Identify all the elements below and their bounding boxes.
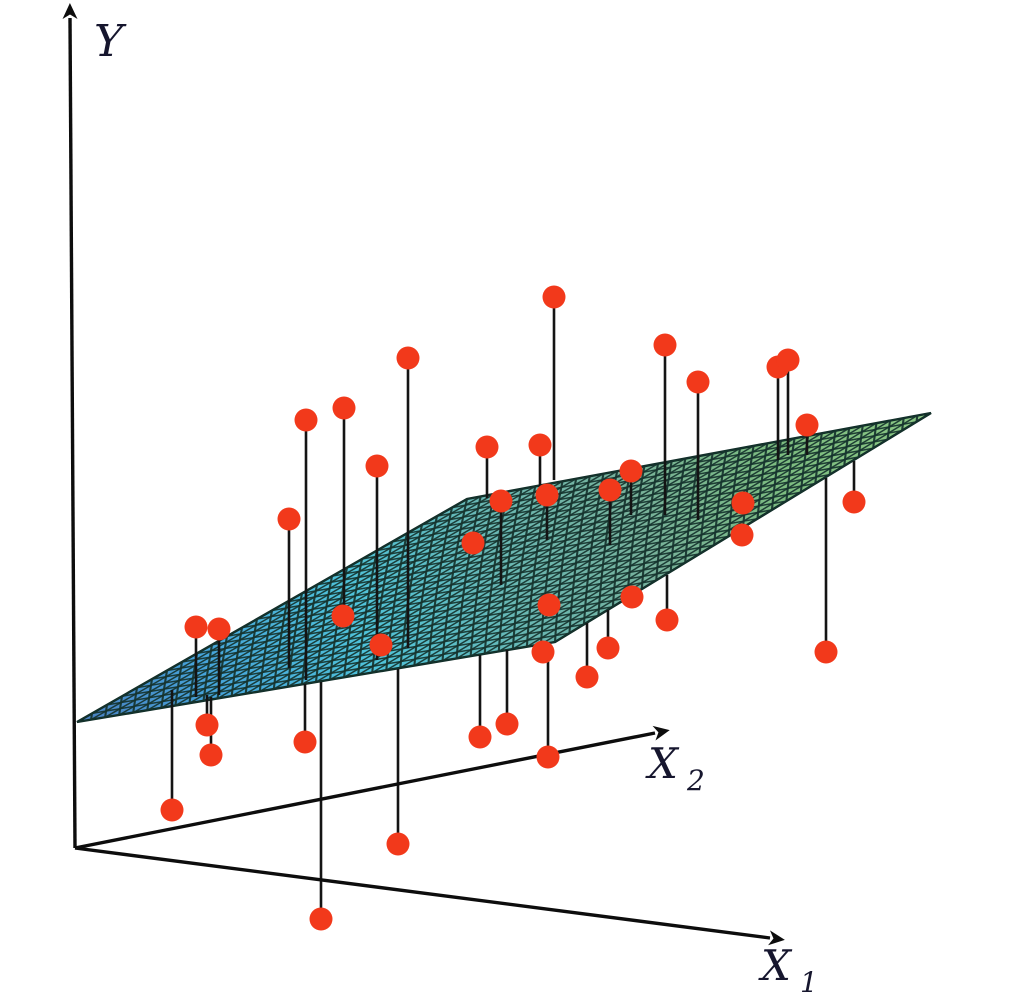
x1-axis-subscript: 1 bbox=[800, 966, 818, 998]
x1-axis bbox=[74, 846, 785, 946]
data-point bbox=[686, 370, 710, 394]
data-point bbox=[207, 617, 231, 641]
data-point bbox=[489, 489, 513, 513]
data-point bbox=[495, 712, 519, 736]
data-point bbox=[795, 413, 819, 437]
y-axis-label: Y bbox=[94, 16, 127, 67]
data-point bbox=[331, 604, 355, 628]
data-point bbox=[620, 585, 644, 609]
data-point bbox=[536, 745, 560, 769]
data-point bbox=[542, 285, 566, 309]
data-point bbox=[475, 435, 499, 459]
data-point bbox=[293, 730, 317, 754]
x2-axis-subscript: 2 bbox=[686, 764, 705, 797]
x1-axis-label: X bbox=[758, 941, 793, 990]
data-point bbox=[461, 531, 485, 555]
data-points bbox=[160, 285, 866, 931]
y-axis bbox=[62, 3, 78, 849]
data-point bbox=[396, 346, 420, 370]
axis-labels: Y X 2 X 1 bbox=[94, 16, 818, 998]
data-point bbox=[776, 348, 800, 372]
data-point bbox=[199, 743, 223, 767]
data-point bbox=[184, 615, 208, 639]
data-point bbox=[531, 640, 555, 664]
data-point bbox=[596, 636, 620, 660]
data-point bbox=[842, 490, 866, 514]
data-point bbox=[369, 633, 393, 657]
data-point bbox=[309, 907, 333, 931]
data-point bbox=[598, 478, 622, 502]
data-point bbox=[535, 483, 559, 507]
data-point bbox=[653, 333, 677, 357]
data-point bbox=[277, 507, 301, 531]
data-point bbox=[814, 640, 838, 664]
data-point bbox=[386, 832, 410, 856]
data-point bbox=[575, 665, 599, 689]
data-point bbox=[332, 396, 356, 420]
x2-axis-label: X bbox=[645, 739, 680, 788]
data-point bbox=[468, 725, 492, 749]
data-point bbox=[294, 408, 318, 432]
x2-axis bbox=[74, 725, 670, 850]
data-point bbox=[365, 454, 389, 478]
data-point bbox=[195, 713, 219, 737]
data-point bbox=[619, 459, 643, 483]
data-point bbox=[537, 593, 561, 617]
data-point bbox=[730, 523, 754, 547]
data-point bbox=[655, 608, 679, 632]
data-point bbox=[528, 433, 552, 457]
regression-plane bbox=[76, 411, 932, 724]
data-point bbox=[160, 798, 184, 822]
data-point bbox=[731, 491, 755, 515]
